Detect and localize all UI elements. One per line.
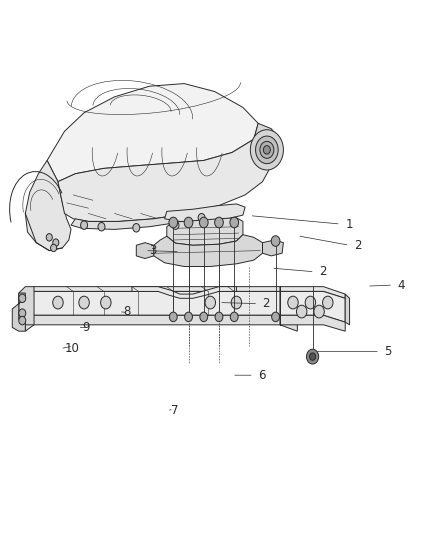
Text: 7: 7 [171,404,179,417]
Circle shape [133,223,140,232]
Circle shape [19,294,26,303]
Circle shape [98,222,105,231]
Text: 6: 6 [258,369,266,382]
Polygon shape [154,235,262,266]
Polygon shape [132,287,237,298]
Circle shape [215,217,223,228]
Circle shape [305,296,316,309]
Polygon shape [12,293,25,331]
Circle shape [297,305,307,318]
Text: 2: 2 [354,239,361,252]
Circle shape [185,312,192,321]
Polygon shape [58,139,271,221]
Text: 2: 2 [319,265,327,278]
Circle shape [198,214,205,222]
Text: 1: 1 [345,217,353,231]
Polygon shape [136,243,154,259]
Polygon shape [25,287,297,298]
Circle shape [46,233,52,241]
Circle shape [170,312,177,321]
Circle shape [288,296,298,309]
Circle shape [251,130,283,170]
Circle shape [184,217,193,228]
Circle shape [19,309,26,317]
Circle shape [53,239,59,246]
Polygon shape [280,287,345,298]
Circle shape [230,217,239,228]
Polygon shape [25,292,297,322]
Circle shape [19,317,26,325]
Polygon shape [280,316,345,331]
Text: 2: 2 [262,297,270,310]
Circle shape [172,221,179,229]
Circle shape [53,296,63,309]
Polygon shape [47,84,258,182]
Circle shape [169,217,178,228]
Circle shape [215,312,223,321]
Text: 4: 4 [397,279,405,292]
Circle shape [314,305,324,318]
Circle shape [230,312,238,321]
Circle shape [101,296,111,309]
Circle shape [199,217,208,228]
Polygon shape [25,160,71,251]
Circle shape [322,296,333,309]
Polygon shape [254,123,282,166]
Polygon shape [262,240,283,256]
Polygon shape [165,204,245,221]
Polygon shape [345,294,350,325]
Circle shape [272,312,279,321]
Circle shape [200,312,208,321]
Text: 3: 3 [149,244,157,257]
Circle shape [271,236,280,246]
Text: 9: 9 [82,321,89,334]
Circle shape [50,244,57,252]
Circle shape [310,353,316,360]
Circle shape [79,296,89,309]
Polygon shape [167,217,243,245]
Circle shape [231,296,242,309]
Circle shape [307,349,319,364]
Circle shape [81,221,88,229]
Polygon shape [25,316,297,331]
Circle shape [255,136,278,164]
Text: 5: 5 [385,345,392,358]
Polygon shape [71,206,219,229]
Text: 10: 10 [64,342,79,355]
Polygon shape [19,287,34,325]
Circle shape [263,146,270,154]
Circle shape [260,141,274,158]
Circle shape [205,296,215,309]
Text: 8: 8 [123,305,131,318]
Polygon shape [280,292,345,322]
